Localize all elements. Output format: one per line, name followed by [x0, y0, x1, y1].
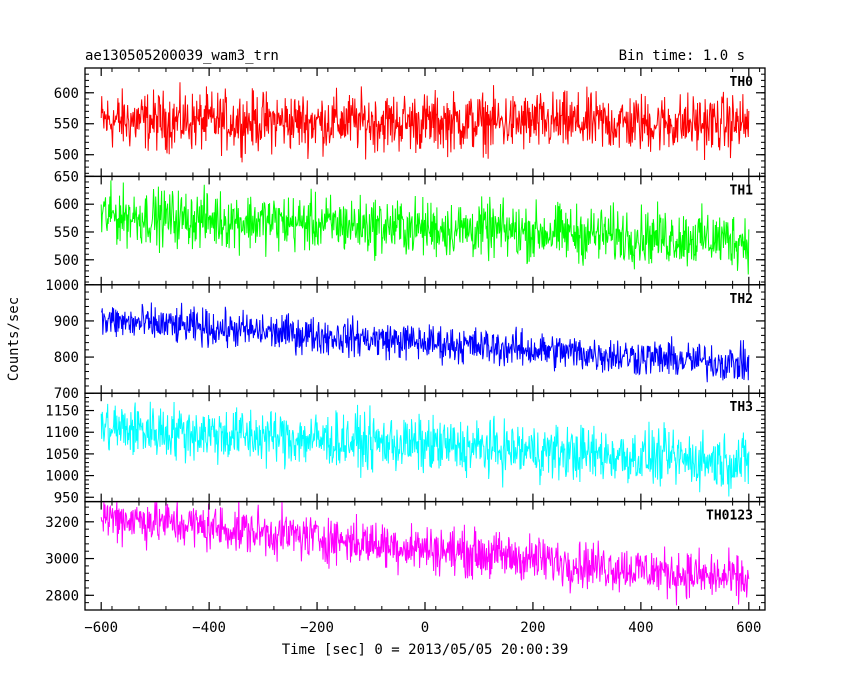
- x-axis: −600 −400 −200 0 200 400 600: [84, 620, 761, 636]
- y-tick-label: 1000: [45, 278, 79, 294]
- panel-label-th3: TH3: [730, 400, 753, 415]
- x-tick-label: 200: [520, 620, 545, 636]
- panel-label-th2: TH2: [730, 292, 753, 307]
- x-axis-label: Time [sec] 0 = 2013/05/05 20:00:39: [282, 642, 569, 658]
- x-tick-label: 400: [628, 620, 653, 636]
- y-tick-label: 1150: [45, 404, 79, 420]
- x-tick-label: −600: [84, 620, 118, 636]
- y-tick-label: 1050: [45, 447, 79, 463]
- panel-label-th1: TH1: [730, 183, 754, 198]
- y-tick-label: 900: [54, 314, 79, 330]
- y-tick-label: 700: [54, 386, 79, 402]
- y-tick-label: 950: [54, 490, 79, 506]
- panel-th2: 700 800 900 1000 TH2: [45, 278, 766, 402]
- y-tick-label: 650: [54, 169, 79, 185]
- series-line-th0: [100, 82, 750, 163]
- panel-label-th0: TH0: [730, 75, 754, 90]
- y-tick-label: 2800: [45, 588, 79, 604]
- panels-group: 500 550 600 TH0 500 550 600 650 TH1 700 800 900 1000…: [45, 67, 766, 611]
- y-tick-label: 600: [54, 86, 79, 102]
- y-tick-label: 3200: [45, 515, 79, 531]
- panel-th1: 500 550 600 650 TH1: [54, 169, 766, 286]
- y-tick-label: 550: [54, 117, 79, 133]
- panel-frame-th0123: [84, 500, 766, 611]
- panel-label-th0123: TH0123: [706, 509, 753, 524]
- y-tick-label: 1000: [45, 469, 79, 485]
- y-tick-label: 800: [54, 350, 79, 366]
- bin-time-label: Bin time: 1.0 s: [619, 48, 745, 64]
- x-tick-label: −400: [192, 620, 226, 636]
- y-tick-label: 500: [54, 253, 79, 269]
- series-line-th3: [100, 401, 750, 497]
- y-tick-label: 550: [54, 225, 79, 241]
- x-tick-label: 0: [421, 620, 429, 636]
- y-tick-label: 3000: [45, 552, 79, 568]
- series-line-th1: [100, 180, 750, 275]
- x-tick-label: −200: [300, 620, 334, 636]
- panel-th0123: 2800 3000 3200 TH0123: [45, 500, 766, 611]
- chart-title: ae130505200039_wam3_trn: [85, 48, 279, 64]
- series-line-th2: [100, 302, 750, 383]
- panel-th0: 500 550 600 TH0: [54, 67, 766, 178]
- y-axis-label: Counts/sec: [6, 297, 22, 381]
- y-tick-label: 1100: [45, 425, 79, 441]
- x-tick-label: 600: [736, 620, 761, 636]
- series-line-th0123: [100, 501, 750, 606]
- panel-th3: 950 1000 1050 1100 1150 TH3: [45, 392, 766, 506]
- y-tick-label: 500: [54, 148, 79, 164]
- y-tick-label: 600: [54, 197, 79, 213]
